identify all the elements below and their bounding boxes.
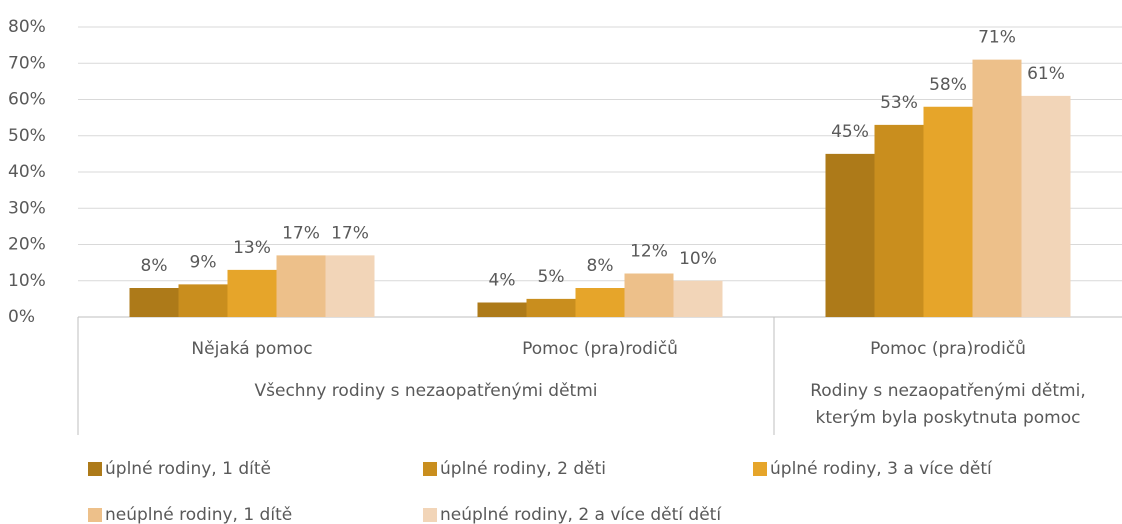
bar <box>1021 95 1071 317</box>
bar <box>575 288 625 317</box>
data-label: 9% <box>190 252 217 272</box>
x-tick-label: Pomoc (pra)rodičů <box>870 339 1026 359</box>
y-tick-label: 70% <box>8 53 46 73</box>
y-tick-label: 80% <box>8 17 46 37</box>
y-tick-label: 40% <box>8 162 46 182</box>
bar <box>923 106 973 317</box>
y-tick-label: 60% <box>8 90 46 110</box>
bar <box>227 269 277 317</box>
legend-swatch <box>423 462 437 476</box>
group-label: Všechny rodiny s nezaopatřenými dětmi <box>255 381 598 401</box>
x-tick-label: Pomoc (pra)rodičů <box>522 339 678 359</box>
bar <box>325 255 375 317</box>
group-label: Rodiny s nezaopatřenými dětmi, <box>810 381 1086 401</box>
data-label: 13% <box>233 238 271 258</box>
y-tick-label: 0% <box>8 307 35 327</box>
bar <box>624 273 674 317</box>
legend-label: neúplné rodiny, 1 dítě <box>105 505 292 524</box>
data-label: 58% <box>929 75 967 95</box>
data-label: 53% <box>880 93 918 113</box>
y-tick-label: 10% <box>8 271 46 291</box>
data-label: 12% <box>630 242 668 262</box>
legend-label: úplné rodiny, 1 dítě <box>105 459 271 479</box>
data-label: 5% <box>538 267 565 287</box>
data-label: 8% <box>587 256 614 276</box>
y-tick-label: 30% <box>8 198 46 218</box>
bar <box>825 153 875 317</box>
bar <box>972 59 1022 317</box>
legend-label: neúplné rodiny, 2 a více dětí dětí <box>440 505 722 524</box>
data-label: 8% <box>141 256 168 276</box>
bar <box>673 280 723 317</box>
legend-swatch <box>423 508 437 522</box>
bar <box>276 255 326 317</box>
legend-swatch <box>88 508 102 522</box>
data-label: 71% <box>978 28 1016 48</box>
data-label: 10% <box>679 249 717 269</box>
bar <box>477 302 527 317</box>
data-label: 45% <box>831 122 869 142</box>
bar <box>129 288 179 317</box>
x-tick-label: Nějaká pomoc <box>191 339 312 359</box>
y-tick-label: 50% <box>8 126 46 146</box>
data-label: 17% <box>282 223 320 243</box>
legend-swatch <box>753 462 767 476</box>
data-label: 61% <box>1027 64 1065 84</box>
bar <box>526 298 576 317</box>
legend-label: úplné rodiny, 3 a více dětí <box>770 459 993 479</box>
bar <box>874 124 924 317</box>
group-label: kterým byla poskytnuta pomoc <box>816 408 1081 428</box>
legend-swatch <box>88 462 102 476</box>
data-label: 17% <box>331 223 369 243</box>
bar <box>178 284 228 317</box>
data-label: 4% <box>489 271 516 291</box>
y-tick-label: 20% <box>8 235 46 255</box>
legend-label: úplné rodiny, 2 děti <box>440 459 606 479</box>
